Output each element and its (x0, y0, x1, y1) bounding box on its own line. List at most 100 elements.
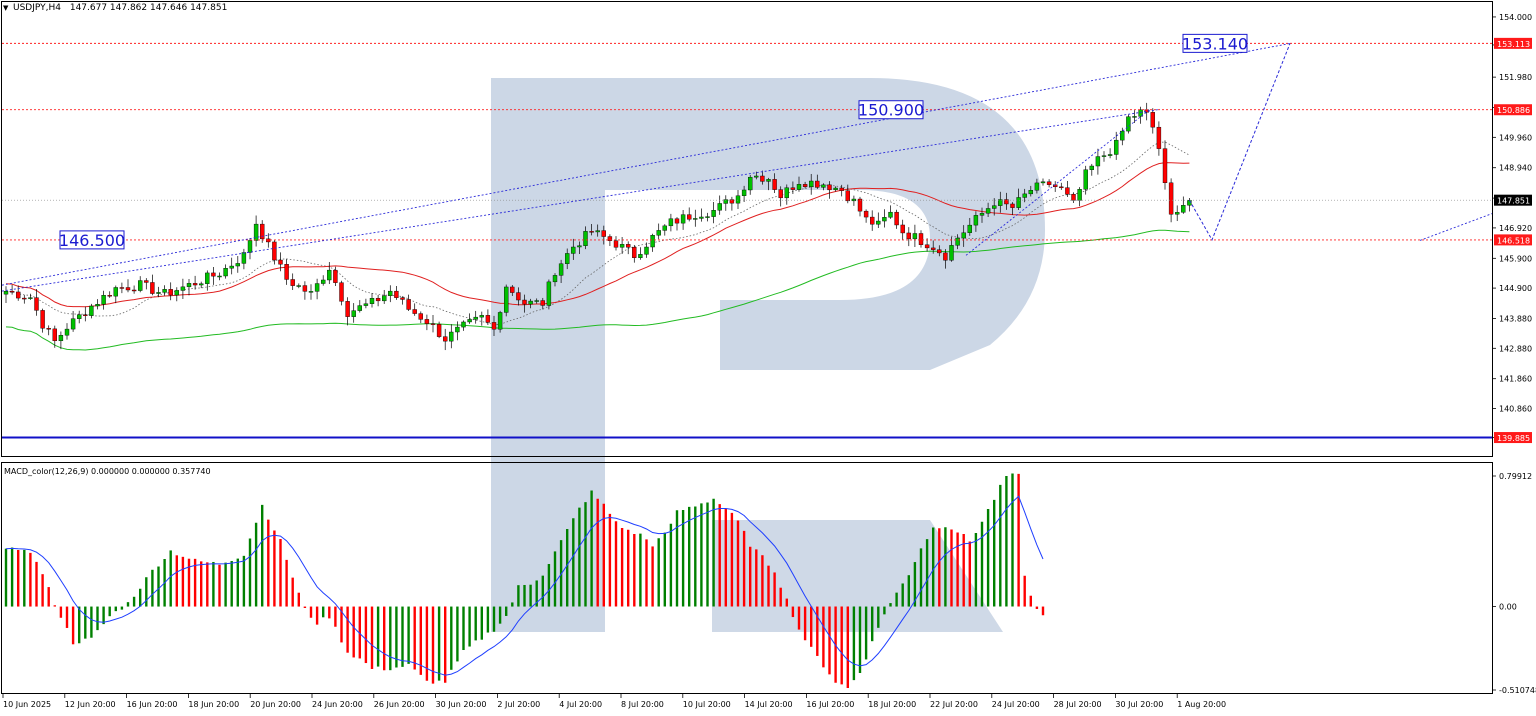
bull-candle (308, 291, 314, 293)
bull-candle (241, 252, 247, 264)
bear-candle (863, 210, 869, 218)
bull-candle (1016, 197, 1021, 208)
bear-candle (827, 184, 832, 191)
bull-candle (967, 224, 972, 233)
bear-candle (931, 247, 936, 250)
chart-header: ▼ USDJPY,H4 147.677 147.862 147.646 147.… (3, 3, 228, 13)
price-level-label: 139.885 (1497, 434, 1530, 443)
bull-candle (76, 314, 82, 319)
time-tick-label: 26 Jun 20:00 (374, 700, 425, 709)
annotation-box (858, 100, 924, 120)
bear-candle (302, 285, 308, 292)
annotation-text: 146.500 (59, 231, 125, 250)
bear-candle (589, 231, 594, 233)
bull-candle (1089, 165, 1095, 170)
bull-candle (754, 175, 759, 178)
time-tick-label: 30 Jul 20:00 (1115, 700, 1163, 709)
price-level-tag: 147.851 (1494, 194, 1532, 206)
bear-candle (845, 190, 850, 202)
axis-layer: 154.000153.060151.980150.960149.960148.9… (2, 13, 1536, 709)
time-tick-label: 16 Jul 20:00 (806, 700, 854, 709)
bear-candle (918, 233, 924, 245)
bull-candle (1040, 181, 1046, 184)
price-level-label: 150.886 (1497, 106, 1530, 115)
bull-candle (1101, 155, 1107, 157)
bull-candle (992, 205, 997, 209)
price-level-label: 146.518 (1497, 236, 1530, 245)
bull-candle (1174, 212, 1180, 215)
price-level-box (1494, 37, 1532, 49)
bear-candle (729, 199, 735, 204)
bear-candle (613, 240, 619, 248)
price-tick-label: 146.920 (1499, 224, 1532, 233)
bear-candle (418, 313, 423, 320)
bear-candle (674, 218, 680, 224)
macd-tick-label: 0.00 (1499, 603, 1517, 612)
bear-candle (260, 223, 265, 240)
bull-candle (467, 319, 472, 323)
forecast-path (1188, 43, 1291, 241)
bear-candle (894, 211, 899, 226)
bear-candle (430, 323, 436, 325)
bear-candle (443, 336, 448, 342)
bull-candle (766, 179, 771, 182)
bull-candle (229, 265, 234, 269)
bull-candle (546, 281, 552, 306)
bear-candle (900, 224, 905, 234)
bull-candle (1022, 193, 1027, 198)
bear-candle (333, 269, 338, 283)
bull-candle (668, 218, 674, 227)
bull-candle (558, 263, 564, 276)
bear-candle (266, 238, 271, 243)
green-ma-line (5, 229, 1190, 351)
bull-candle (351, 310, 356, 317)
bull-candle (656, 230, 661, 236)
bear-candle (394, 290, 399, 298)
bull-candle (64, 328, 70, 336)
bull-candle (205, 272, 210, 284)
bull-candle (583, 231, 588, 246)
time-tick-label: 14 Jul 20:00 (745, 700, 793, 709)
bull-candle (388, 290, 393, 296)
bull-candle (809, 180, 814, 187)
bear-candle (522, 299, 527, 305)
bull-candle (699, 216, 704, 219)
time-tick-label: 2 Jul 20:00 (497, 700, 540, 709)
watermark-logo (491, 78, 1045, 632)
bull-candle (186, 283, 192, 288)
bear-candle (192, 283, 198, 286)
macd-signal-line (5, 495, 1044, 676)
bear-candle (632, 247, 637, 258)
bull-candle (223, 268, 228, 277)
bear-candle (375, 298, 381, 302)
price-tick-label: 148.940 (1499, 164, 1532, 173)
bear-candle (168, 289, 173, 296)
bull-candle (504, 286, 509, 313)
ohlc-readout: 147.677 147.862 147.646 147.851 (69, 3, 228, 13)
bull-candle (973, 215, 979, 226)
price-level-box (1494, 432, 1532, 444)
bear-candle (40, 310, 45, 329)
bull-candle (1028, 190, 1034, 195)
bull-candle (882, 217, 887, 222)
bear-candle (857, 198, 863, 212)
bull-candle (565, 253, 570, 264)
bear-candle (937, 249, 942, 254)
bull-candle (912, 233, 918, 240)
bull-candle (1126, 116, 1131, 132)
bull-candle (70, 318, 76, 330)
bear-candle (406, 299, 411, 310)
chevron-down-icon[interactable]: ▼ (3, 4, 9, 12)
bull-candle (1077, 189, 1082, 201)
bear-candle (9, 290, 15, 293)
bear-candle (52, 328, 57, 342)
time-tick-label: 4 Jul 20:00 (559, 700, 602, 709)
bull-candle (821, 184, 826, 188)
time-tick-label: 28 Jul 20:00 (1054, 700, 1102, 709)
time-tick-label: 12 Jun 20:00 (65, 700, 116, 709)
macd-tick-label: -0.510748 (1499, 686, 1536, 695)
bull-candle (949, 245, 954, 261)
bear-candle (491, 322, 497, 330)
bear-candle (1071, 194, 1076, 201)
bear-candle (626, 244, 631, 248)
